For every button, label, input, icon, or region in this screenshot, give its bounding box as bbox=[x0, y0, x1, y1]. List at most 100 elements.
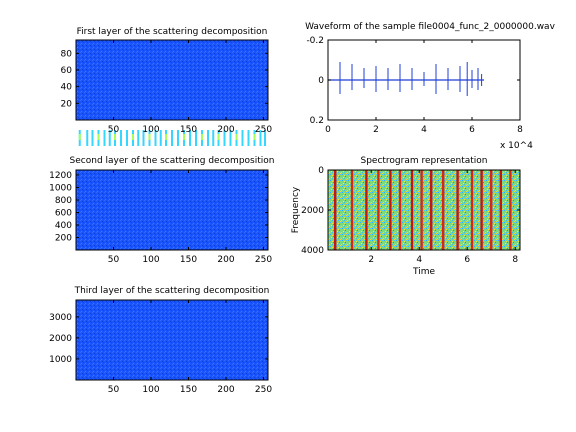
waveform-x-multiplier: x 10^4 bbox=[500, 141, 533, 151]
spectrogram-event-line bbox=[420, 170, 423, 250]
first-layer-event-peak bbox=[97, 134, 100, 140]
spectrogram-event-line bbox=[470, 170, 474, 250]
x-tick-label: 6 bbox=[464, 255, 470, 265]
x-tick-label: 100 bbox=[142, 385, 159, 395]
first-layer-event-peak bbox=[201, 134, 203, 140]
x-tick-label: 2 bbox=[368, 255, 374, 265]
spectrogram-event-line bbox=[490, 170, 493, 250]
y-tick-label: 800 bbox=[55, 196, 72, 206]
x-tick-label: 250 bbox=[255, 385, 272, 395]
x-tick-label: 250 bbox=[255, 255, 272, 265]
x-tick-label: 50 bbox=[108, 385, 120, 395]
first-layer-event-core bbox=[177, 130, 179, 146]
spectrogram-panel: Spectrogram representation 2 4 6 8 0 2000 4000… bbox=[291, 156, 521, 277]
x-tick-label: 4 bbox=[416, 255, 422, 265]
x-tick-label: 50 bbox=[108, 255, 120, 265]
spectrogram-event-line bbox=[442, 170, 445, 250]
first-layer-event-core bbox=[247, 130, 250, 146]
third-layer-heatmap bbox=[76, 300, 268, 380]
first-layer-event-core bbox=[86, 130, 89, 146]
first-layer-event-peak bbox=[183, 134, 185, 140]
first-layer-title: First layer of the scattering decomposit… bbox=[77, 27, 268, 37]
first-layer-event-peak bbox=[217, 134, 220, 140]
y-tick-label: 40 bbox=[61, 83, 73, 93]
first-layer-event-core bbox=[223, 130, 226, 146]
second-layer-heatmap bbox=[76, 170, 268, 250]
y-tick-label: 4000 bbox=[301, 246, 324, 256]
spectrogram-event-line bbox=[389, 170, 392, 250]
first-layer-event-core bbox=[120, 130, 122, 146]
first-layer-event-core bbox=[189, 130, 191, 146]
first-layer-event-peak bbox=[165, 134, 167, 140]
x-tick-label: 100 bbox=[142, 255, 159, 265]
first-layer-event-core bbox=[259, 130, 262, 146]
x-tick-label: 200 bbox=[217, 385, 234, 395]
first-layer-event-core bbox=[229, 130, 232, 146]
first-layer-event-core bbox=[126, 130, 128, 146]
spectrogram-event-line bbox=[480, 170, 483, 250]
first-layer-event-core bbox=[171, 130, 173, 146]
x-tick-label: 150 bbox=[180, 125, 197, 135]
y-tick-label: 1000 bbox=[49, 184, 72, 194]
x-tick-label: 150 bbox=[180, 255, 197, 265]
waveform-panel: Waveform of the sample file0004_func_2_0… bbox=[305, 22, 555, 151]
x-tick-label: 2 bbox=[373, 125, 379, 135]
first-layer-event-core bbox=[108, 130, 111, 146]
first-layer-event-peak bbox=[148, 134, 151, 140]
spectrogram-event-line bbox=[334, 170, 337, 250]
first-layer-event-core bbox=[91, 130, 94, 146]
first-layer-frame bbox=[75, 39, 269, 121]
y-tick-label: 2000 bbox=[301, 206, 324, 216]
third-layer-title: Third layer of the scattering decomposit… bbox=[74, 286, 270, 296]
y-tick-label: 600 bbox=[55, 209, 72, 219]
y-tick-label: 2000 bbox=[49, 334, 72, 344]
spectrogram-event-line bbox=[456, 170, 459, 250]
first-layer-event-peak bbox=[114, 134, 116, 140]
x-tick-label: 150 bbox=[180, 385, 197, 395]
y-tick-label: 3000 bbox=[49, 313, 72, 323]
spectrogram-event-line bbox=[509, 170, 512, 250]
first-layer-panel: First layer of the scattering decomposit… bbox=[61, 27, 272, 146]
y-tick-label: 80 bbox=[61, 49, 73, 59]
y-tick-label: 0 bbox=[318, 166, 324, 176]
y-tick-label: 400 bbox=[55, 221, 72, 231]
waveform-title: Waveform of the sample file0004_func_2_0… bbox=[305, 22, 555, 32]
x-tick-label: 6 bbox=[469, 125, 475, 135]
second-layer-title: Second layer of the scattering decomposi… bbox=[70, 156, 275, 166]
first-layer-event-peak bbox=[235, 134, 238, 140]
y-tick-label: 20 bbox=[61, 99, 73, 109]
x-tick-label: 100 bbox=[142, 125, 159, 135]
third-layer-panel: Third layer of the scattering decomposit… bbox=[49, 286, 272, 395]
x-tick-label: 200 bbox=[217, 255, 234, 265]
first-layer-event-core bbox=[154, 130, 157, 146]
spectrogram-event-line bbox=[499, 170, 502, 250]
spectrogram-heatmap bbox=[328, 170, 520, 250]
first-layer-event-peak bbox=[78, 134, 81, 140]
spectrogram-event-line bbox=[365, 170, 368, 250]
spectrogram-event-line bbox=[377, 170, 380, 250]
y-tick-label: -0.2 bbox=[306, 36, 324, 46]
first-layer-event-core bbox=[212, 130, 215, 146]
first-layer-event-core bbox=[142, 130, 145, 146]
y-tick-label: 60 bbox=[61, 66, 73, 76]
first-layer-heatmap bbox=[76, 40, 268, 120]
x-tick-label: 0 bbox=[325, 125, 331, 135]
spectrogram-event-line bbox=[410, 170, 414, 250]
x-tick-label: 4 bbox=[421, 125, 427, 135]
first-layer-event-core bbox=[159, 130, 162, 146]
spectrogram-y-label: Frequency bbox=[291, 186, 301, 233]
x-tick-label: 8 bbox=[512, 255, 518, 265]
x-tick-label: 8 bbox=[517, 125, 523, 135]
first-layer-event-core bbox=[195, 130, 197, 146]
x-tick-label: 50 bbox=[108, 125, 120, 135]
y-tick-label: 0 bbox=[318, 76, 324, 86]
first-layer-event-core bbox=[264, 130, 266, 146]
third-layer-frame bbox=[75, 299, 269, 381]
first-layer-event-peak bbox=[132, 134, 134, 140]
second-layer-frame bbox=[75, 169, 269, 251]
x-tick-label: 250 bbox=[255, 125, 272, 135]
first-layer-event-core bbox=[103, 130, 106, 146]
spectrogram-event-line bbox=[430, 170, 433, 250]
y-tick-label: 1200 bbox=[49, 171, 72, 181]
spectrogram-title: Spectrogram representation bbox=[360, 156, 487, 166]
